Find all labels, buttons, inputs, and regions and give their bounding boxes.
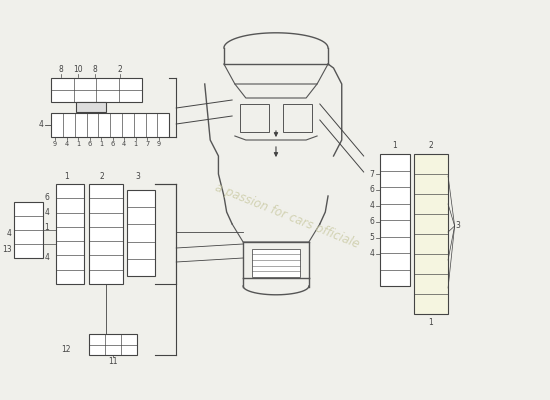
- Text: 6: 6: [44, 194, 49, 202]
- Text: 7: 7: [370, 170, 375, 178]
- Bar: [414, 154, 448, 314]
- Text: 7: 7: [145, 141, 149, 147]
- Text: 4: 4: [370, 202, 375, 210]
- Text: 6: 6: [111, 141, 115, 147]
- Text: 4: 4: [7, 230, 12, 238]
- Bar: [14, 202, 42, 258]
- Text: 6: 6: [87, 141, 92, 147]
- Text: 12: 12: [61, 346, 70, 354]
- Text: 11: 11: [108, 357, 117, 366]
- Text: 8: 8: [59, 65, 63, 74]
- Text: 1: 1: [428, 318, 433, 327]
- Text: 6: 6: [370, 218, 375, 226]
- Bar: [56, 184, 84, 284]
- Text: 5: 5: [370, 234, 375, 242]
- Text: 9: 9: [157, 141, 161, 147]
- Bar: [51, 113, 169, 137]
- Text: 1: 1: [134, 141, 138, 147]
- Text: 1: 1: [393, 141, 397, 150]
- Text: 9: 9: [53, 141, 57, 147]
- Text: 4: 4: [38, 120, 43, 129]
- Text: 4: 4: [44, 208, 49, 217]
- Text: 2: 2: [117, 65, 122, 74]
- Text: 1: 1: [76, 141, 80, 147]
- Text: 6: 6: [370, 186, 375, 194]
- Bar: [89, 184, 123, 284]
- Bar: [76, 102, 106, 112]
- Bar: [51, 78, 142, 102]
- Bar: [252, 249, 300, 277]
- Bar: [240, 104, 269, 132]
- Bar: [380, 154, 410, 286]
- Text: 10: 10: [73, 65, 82, 74]
- Text: 13: 13: [2, 246, 12, 254]
- Text: 3: 3: [135, 172, 140, 181]
- Text: 4: 4: [122, 141, 127, 147]
- Text: 1: 1: [99, 141, 103, 147]
- Text: 4: 4: [44, 254, 49, 262]
- Text: 2: 2: [428, 141, 433, 150]
- Text: 2: 2: [100, 172, 104, 181]
- Bar: [89, 334, 137, 355]
- Text: 4: 4: [370, 250, 375, 258]
- Bar: [283, 104, 312, 132]
- Text: 8: 8: [93, 65, 97, 74]
- Bar: [127, 190, 156, 276]
- Text: 3: 3: [456, 222, 460, 230]
- Text: 1: 1: [64, 172, 69, 181]
- Text: a passion for cars officiale: a passion for cars officiale: [213, 181, 361, 251]
- Text: 4: 4: [64, 141, 69, 147]
- Text: 1: 1: [45, 224, 49, 232]
